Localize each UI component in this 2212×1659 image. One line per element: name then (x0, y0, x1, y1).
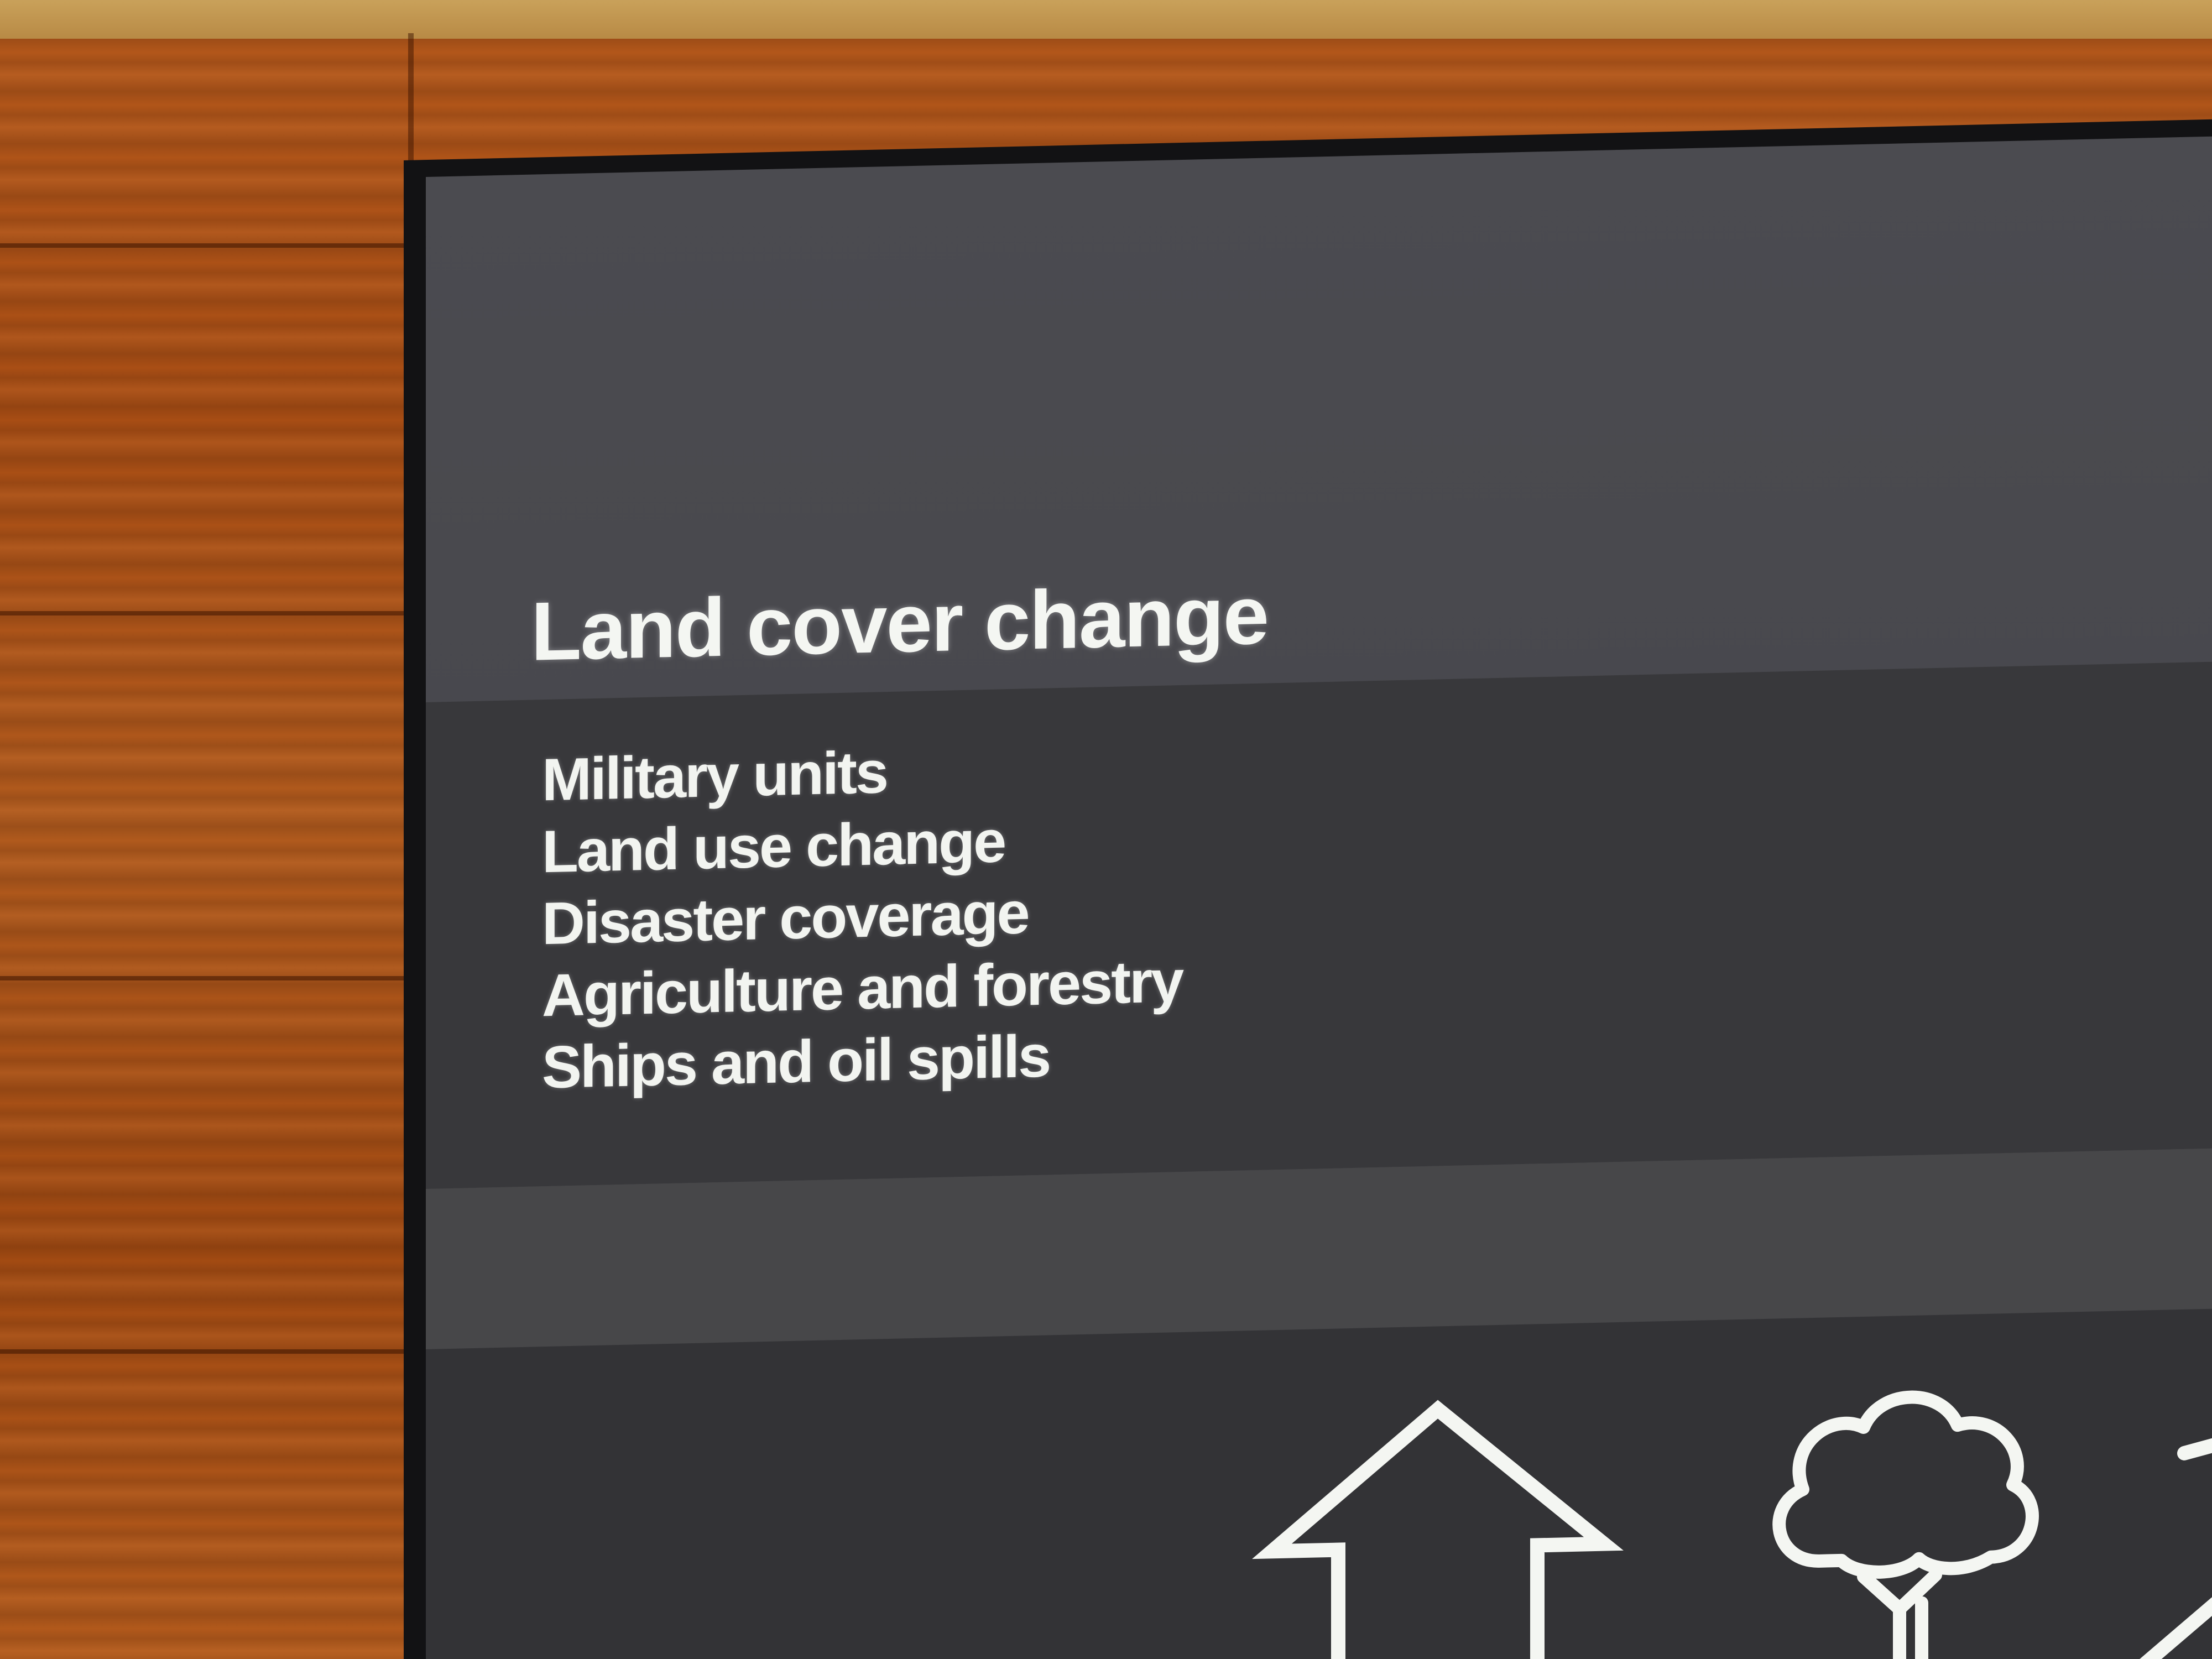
tree-outline-icon (1772, 1390, 2039, 1659)
ceiling-strip (0, 0, 2212, 39)
wood-panel-seam (0, 1349, 409, 1354)
projection-screen: Land cover change Military units Land us… (426, 135, 2212, 1659)
house-outline-icon (1252, 1400, 1624, 1659)
wood-panel-seam (0, 243, 409, 248)
wood-panel-seam (0, 976, 409, 980)
slide-illustration (1252, 1390, 2212, 1659)
slope-line-icon (2111, 1428, 2212, 1659)
wood-panel-seam (0, 611, 409, 615)
